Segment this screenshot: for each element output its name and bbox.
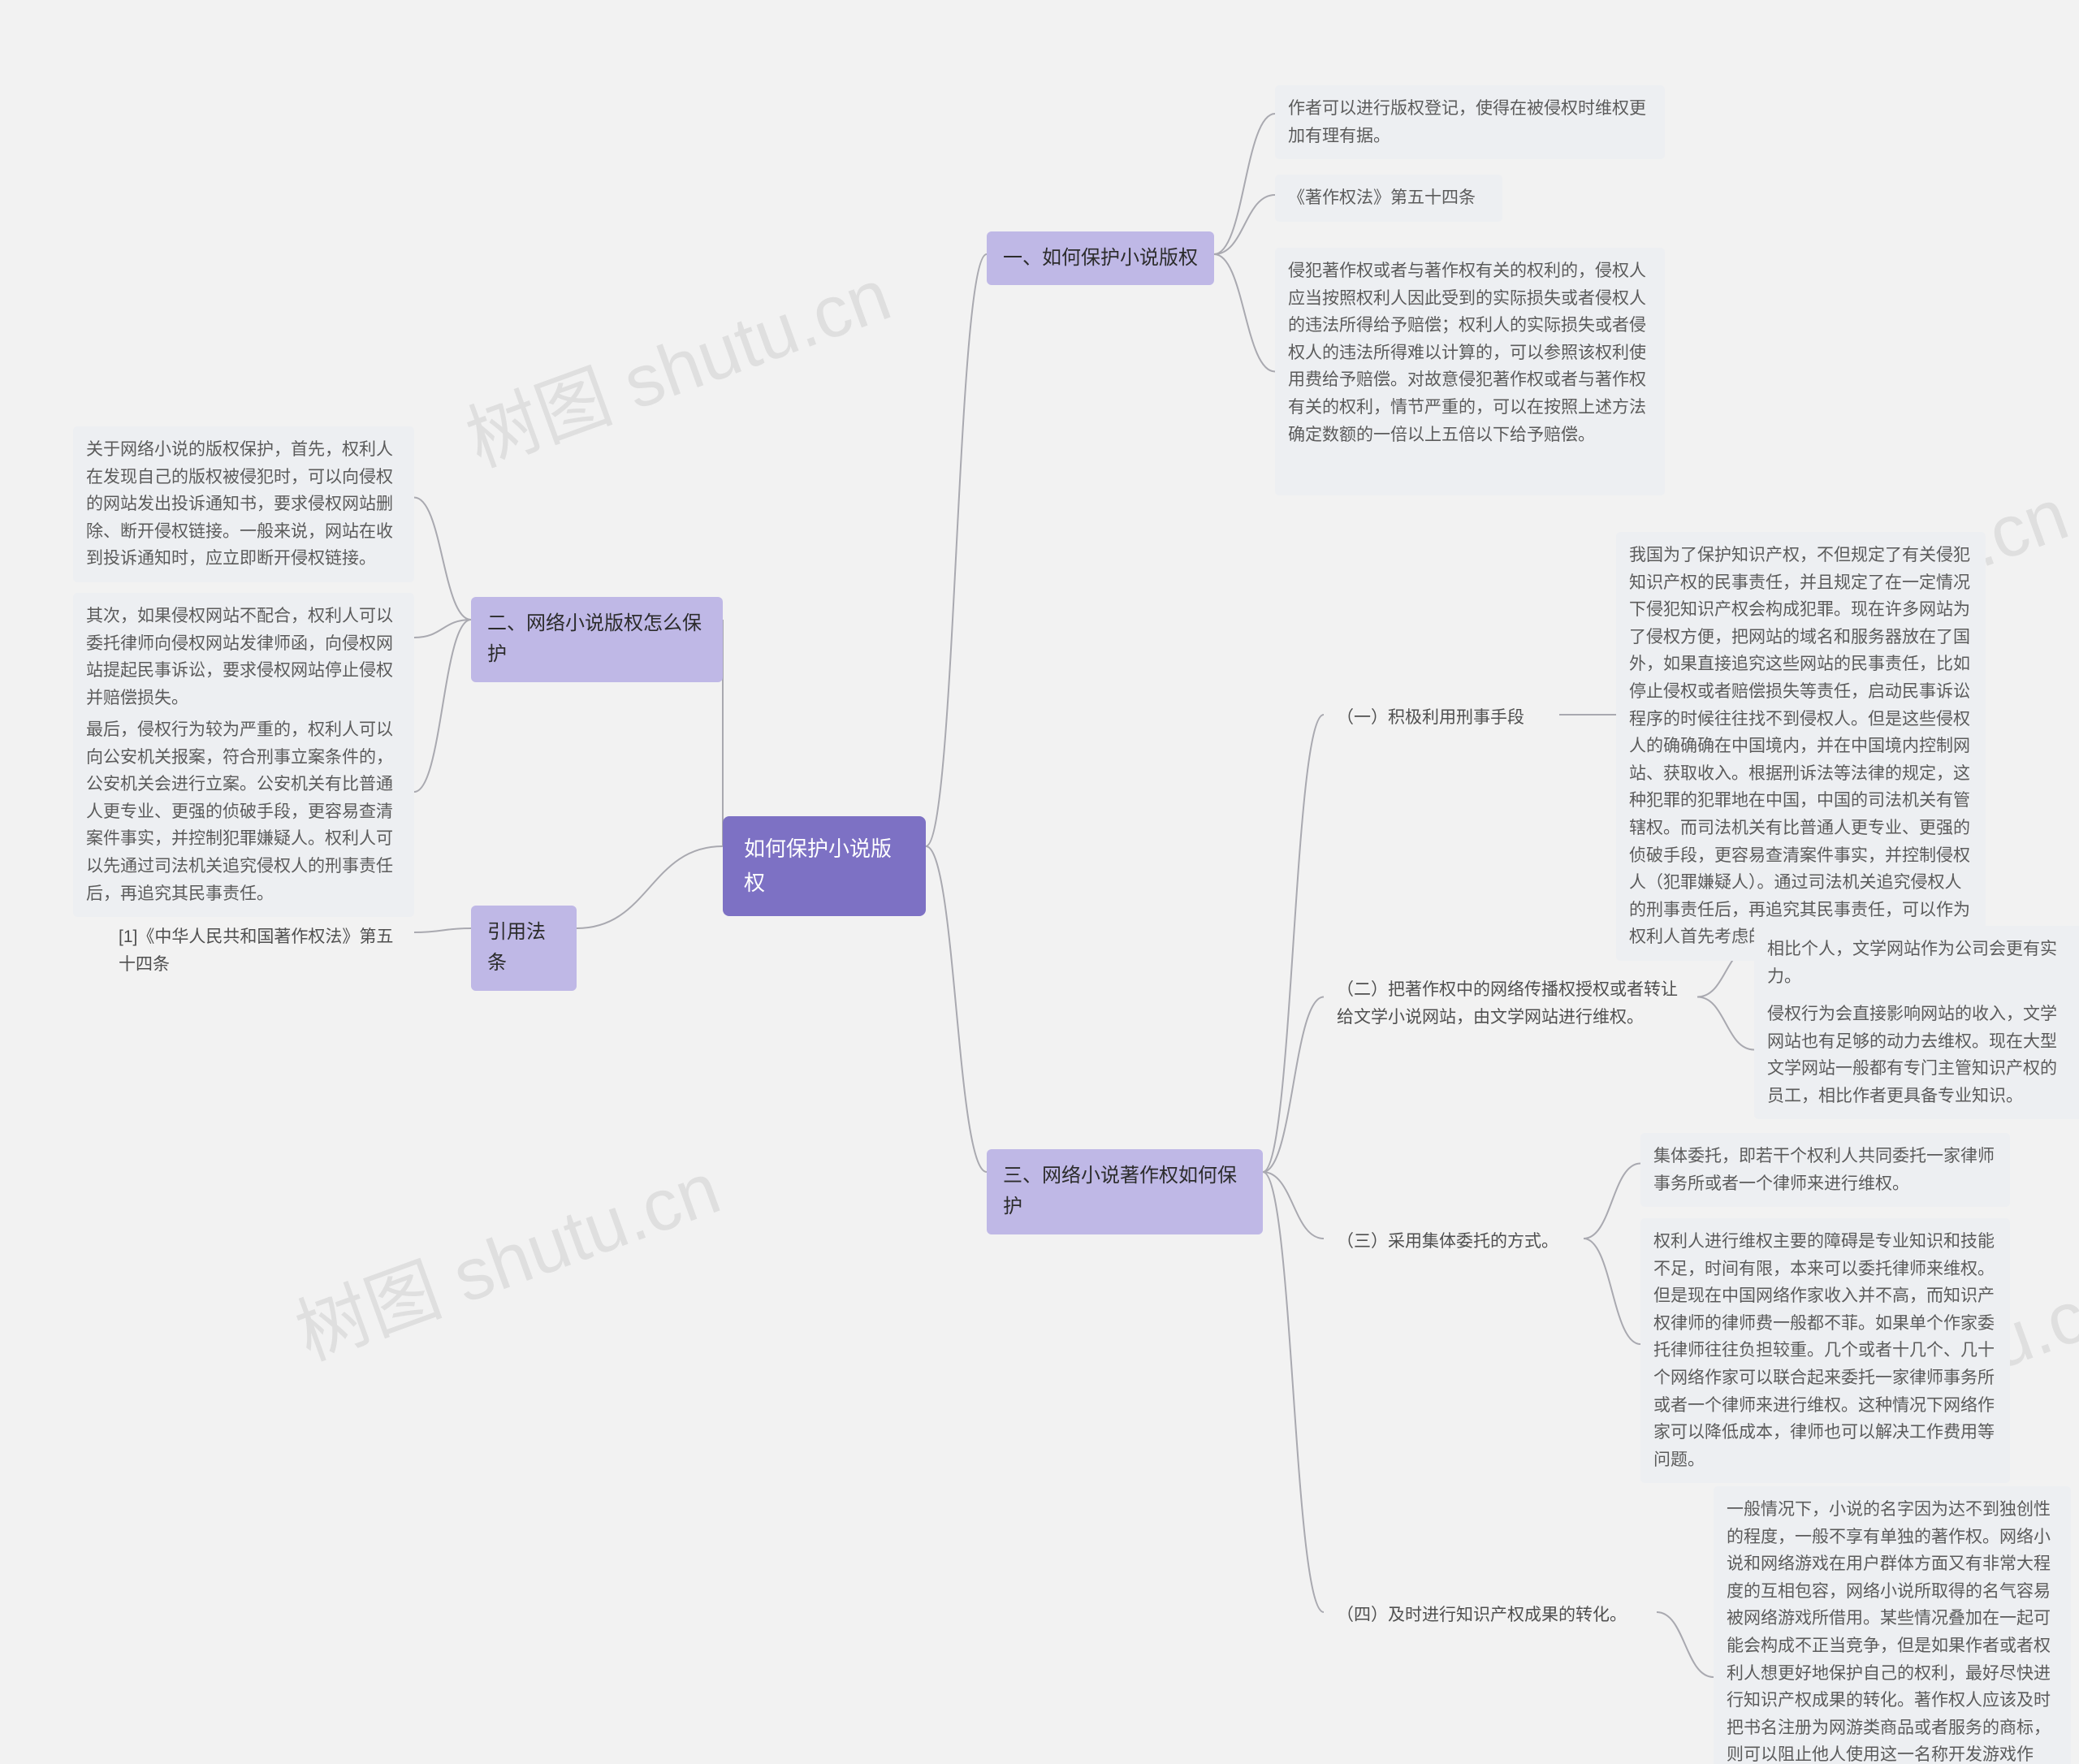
branch-2-leaf-3[interactable]: 最后，侵权行为较为严重的，权利人可以向公安机关报案，符合刑事立案条件的，公安机关…: [73, 707, 414, 917]
branch-3-sub-2-leaf-1[interactable]: 相比个人，文学网站作为公司会更有实力。: [1754, 926, 2079, 1000]
branch-3-sub-3-leaf-2[interactable]: 权利人进行维权主要的障碍是专业知识和技能不足，时间有限，本来可以委托律师来维权。…: [1640, 1218, 2010, 1483]
branch-3-sub-2-leaf-2[interactable]: 侵权行为会直接影响网站的收入，文学网站也有足够的动力去维权。现在大型文学网站一般…: [1754, 991, 2079, 1119]
branch-3-sub-3[interactable]: （三）采用集体委托的方式。: [1324, 1218, 1584, 1265]
branch-1[interactable]: 一、如何保护小说版权: [987, 231, 1214, 285]
watermark: 树图 shutu.cn: [279, 1130, 732, 1381]
branch-1-leaf-3[interactable]: 侵犯著作权或者与著作权有关的权利的，侵权人应当按照权利人因此受到的实际损失或者侵…: [1275, 248, 1665, 495]
branch-2-leaf-2[interactable]: 其次，如果侵权网站不配合，权利人可以委托律师向侵权网站发律师函，向侵权网站提起民…: [73, 593, 414, 721]
branch-3[interactable]: 三、网络小说著作权如何保护: [987, 1149, 1263, 1234]
branch-3-sub-4-leaf-1[interactable]: 一般情况下，小说的名字因为达不到独创性的程度，一般不享有单独的著作权。网络小说和…: [1714, 1486, 2071, 1764]
branch-1-leaf-2[interactable]: 《著作权法》第五十四条: [1275, 175, 1502, 222]
branch-2-leaf-1[interactable]: 关于网络小说的版权保护，首先，权利人在发现自己的版权被侵犯时，可以向侵权的网站发…: [73, 426, 414, 582]
branch-3-sub-4[interactable]: （四）及时进行知识产权成果的转化。: [1324, 1592, 1657, 1639]
branch-4-leaf-1[interactable]: [1]《中华人民共和国著作权法》第五十四条: [106, 914, 414, 988]
mindmap-canvas: 树图 shutu.cn 树图 shutu.cn 树图 shutu.cn 树图 s…: [0, 0, 2079, 1764]
branch-4[interactable]: 引用法条: [471, 906, 577, 991]
root-node[interactable]: 如何保护小说版权: [723, 816, 926, 916]
branch-2[interactable]: 二、网络小说版权怎么保护: [471, 597, 723, 682]
branch-1-leaf-1[interactable]: 作者可以进行版权登记，使得在被侵权时维权更加有理有据。: [1275, 85, 1665, 159]
branch-3-sub-3-leaf-1[interactable]: 集体委托，即若干个权利人共同委托一家律师事务所或者一个律师来进行维权。: [1640, 1133, 2010, 1207]
watermark: 树图 shutu.cn: [450, 236, 902, 487]
branch-3-sub-1-leaf-1[interactable]: 我国为了保护知识产权，不但规定了有关侵犯知识产权的民事责任，并且规定了在一定情况…: [1616, 532, 1986, 961]
branch-3-sub-1[interactable]: （一）积极利用刑事手段: [1324, 694, 1559, 741]
branch-3-sub-2[interactable]: （二）把著作权中的网络传播权授权或者转让给文学小说网站，由文学网站进行维权。: [1324, 966, 1697, 1040]
